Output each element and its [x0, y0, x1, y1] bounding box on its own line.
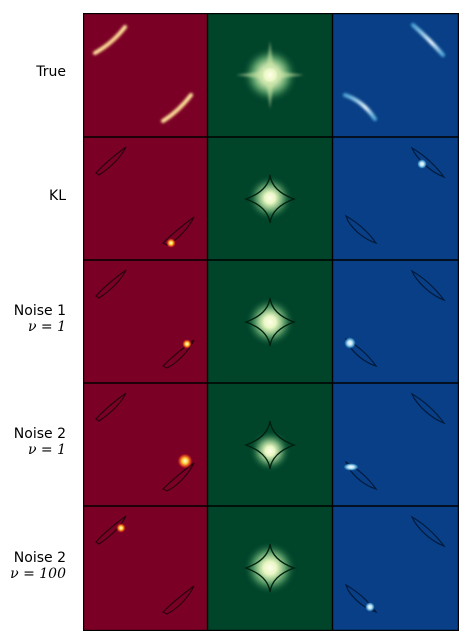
row-label-true: True [0, 64, 66, 80]
row-label-noise1: Noise 1 ν = 1 [0, 303, 66, 335]
row-label-line1: KL [49, 188, 66, 204]
row-label-line2: ν = 1 [27, 319, 66, 335]
panel-noise2-nu100-blue [333, 506, 459, 631]
row-label-noise2-nu100: Noise 2 ν = 100 [0, 550, 66, 582]
panel-noise2-nu100-green [208, 506, 332, 631]
row-label-kl: KL [0, 188, 66, 204]
row-label-line1: Noise 2 [13, 550, 66, 566]
row-label-line1: Noise 2 [13, 426, 66, 442]
panel-noise2-nu1-red [83, 383, 207, 506]
panel-true-blue [333, 13, 459, 137]
panel-true-red [83, 13, 207, 137]
row-label-line2: ν = 1 [27, 442, 66, 458]
panel-noise2-nu1-blue [333, 383, 459, 506]
row-label-line1: True [36, 64, 66, 80]
panel-noise2-nu100-red [83, 506, 207, 631]
row-label-noise2-nu1: Noise 2 ν = 1 [0, 426, 66, 458]
row-label-line1: Noise 1 [13, 303, 66, 319]
image-grid [83, 13, 459, 631]
panel-noise1-green [208, 260, 332, 383]
panel-noise2-nu1-green [208, 383, 332, 506]
grid-lines [83, 13, 459, 631]
panel-kl-red [83, 137, 207, 260]
panel-true-green [208, 13, 332, 137]
panel-kl-blue [333, 137, 459, 260]
panel-noise1-red [83, 260, 207, 383]
panel-noise1-blue [333, 260, 459, 383]
row-label-line2: ν = 100 [10, 566, 66, 582]
panel-kl-green [208, 137, 332, 260]
